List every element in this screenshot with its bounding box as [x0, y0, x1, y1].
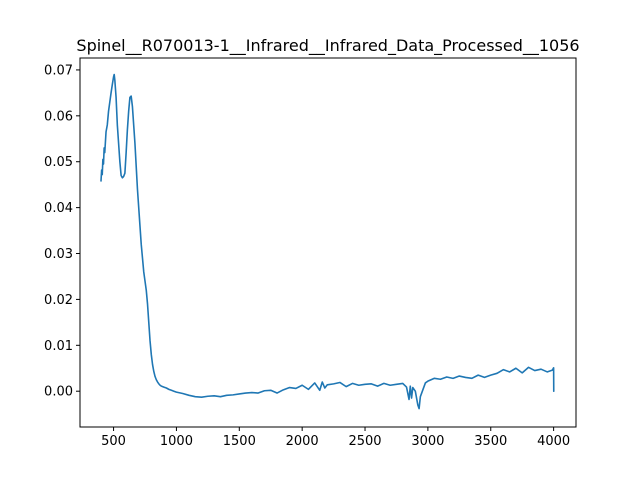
axes-frame — [79, 57, 577, 428]
y-tick-label: 0.05 — [44, 155, 73, 170]
y-tick-label: 0.01 — [44, 339, 73, 354]
x-tick-label: 3500 — [474, 434, 507, 449]
plot-series-group — [100, 73, 555, 410]
y-tick-label: 0.03 — [44, 247, 73, 262]
x-tick-label: 1000 — [160, 434, 193, 449]
y-tick-label: 0.04 — [44, 201, 73, 216]
y-tick-label: 0.06 — [44, 109, 73, 124]
x-tick-label: 2500 — [348, 434, 381, 449]
x-tick-label: 500 — [101, 434, 126, 449]
x-tick-label: 4000 — [537, 434, 570, 449]
y-tick-label: 0.02 — [44, 293, 73, 308]
x-tick-label: 3000 — [411, 434, 444, 449]
chart-title: Spinel__R070013-1__Infrared__Infrared_Da… — [76, 36, 579, 56]
x-axis: 500 1000 1500 2000 2500 3000 3500 4000 — [101, 427, 570, 449]
x-tick-label: 1500 — [223, 434, 256, 449]
y-tick-label: 0.07 — [44, 63, 73, 78]
spectrum-series-line — [100, 73, 555, 410]
y-axis: 0.00 0.01 0.02 0.03 0.04 0.05 0.06 0.07 — [44, 63, 80, 400]
x-tick-label: 2000 — [286, 434, 319, 449]
y-tick-label: 0.00 — [44, 385, 73, 400]
